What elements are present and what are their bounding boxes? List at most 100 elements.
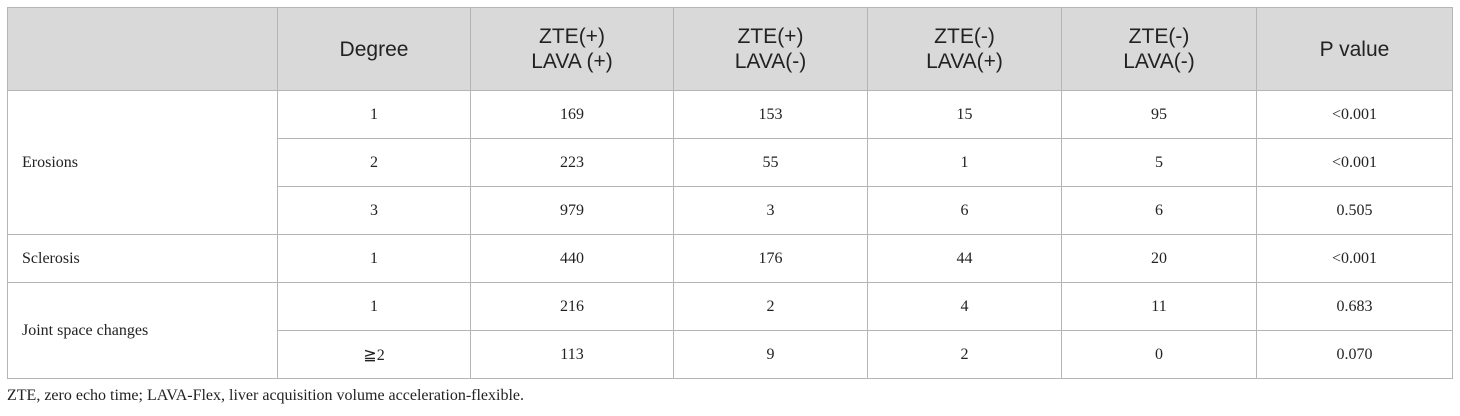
- table-cell: 9: [673, 330, 868, 379]
- header-text: LAVA(+): [926, 50, 1003, 73]
- cell-text: 0: [1155, 345, 1163, 363]
- cell-text: 2: [766, 297, 775, 315]
- table-cell: 4: [867, 282, 1062, 331]
- header-text: P value: [1319, 37, 1390, 61]
- table-cell: 216: [470, 282, 674, 331]
- table-cell: ≧2: [277, 330, 471, 379]
- cell-text: 1: [370, 249, 378, 267]
- cell-text: 153: [758, 105, 783, 123]
- cell-text: 0.505: [1336, 201, 1373, 219]
- cell-text: 216: [560, 297, 584, 315]
- cell-text: 15: [956, 105, 973, 123]
- cell-text: 113: [560, 345, 584, 363]
- table-cell: 1: [867, 138, 1062, 187]
- cell-text: 169: [560, 105, 584, 123]
- table-cell: 6: [1061, 186, 1257, 235]
- header-text: LAVA(-): [1123, 50, 1195, 73]
- header-cell: [7, 7, 278, 91]
- table-row: Erosions 1 169 153 15 95 <0.001: [7, 90, 1453, 235]
- cell-text: 3: [766, 201, 775, 219]
- cell-text: ≧2: [363, 346, 385, 364]
- cell-text: <0.001: [1331, 153, 1378, 171]
- table-cell: 0.683: [1256, 282, 1453, 331]
- cell-text: 223: [560, 153, 584, 171]
- cell-text: 44: [956, 249, 973, 267]
- header-cell: ZTE(-) LAVA(+): [867, 7, 1062, 91]
- table-cell: <0.001: [1256, 90, 1453, 139]
- table-cell: 223: [470, 138, 674, 187]
- table-cell: 5: [1061, 138, 1257, 187]
- table-cell: 2: [673, 282, 868, 331]
- header-cell: P value: [1256, 7, 1453, 91]
- table-body: Erosions 1 169 153 15 95 <0.001 2 223 55 1 5 <0.001 3…: [7, 90, 1453, 379]
- table-row: Sclerosis 1 440 176 44 20 <0.001: [7, 234, 1453, 283]
- cell-text: 95: [1151, 105, 1167, 123]
- table-cell: <0.001: [1256, 138, 1453, 187]
- group-label-text: Erosions: [22, 153, 78, 171]
- cell-text: 5: [1155, 153, 1163, 171]
- cell-text: 9: [766, 345, 775, 363]
- table-cell: 1: [277, 234, 471, 283]
- header-cell: ZTE(-) LAVA(-): [1061, 7, 1257, 91]
- cell-text: 979: [560, 201, 584, 219]
- header-text: ZTE(+): [737, 25, 804, 48]
- header-row: Degree ZTE(+) LAVA (+) ZTE(+) LAVA(-) ZTE(-) L…: [7, 7, 1453, 91]
- data-table: Degree ZTE(+) LAVA (+) ZTE(+) LAVA(-) ZTE(-) L…: [7, 7, 1453, 379]
- cell-text: 55: [762, 153, 779, 171]
- header-cell: ZTE(+) LAVA(-): [673, 7, 868, 91]
- header-text: ZTE(-): [1128, 25, 1190, 48]
- group-label: Erosions: [7, 90, 278, 235]
- group-label-text: Joint space changes: [22, 321, 149, 339]
- footnote: ZTE, zero echo time; LAVA-Flex, liver ac…: [7, 387, 525, 404]
- table-cell: 3: [673, 186, 868, 235]
- cell-text: <0.001: [1331, 249, 1378, 267]
- cell-text: 20: [1151, 249, 1167, 267]
- header-text: ZTE(-): [934, 25, 995, 48]
- table-cell: 55: [673, 138, 868, 187]
- group-label: Sclerosis: [7, 234, 278, 283]
- cell-text: 2: [960, 345, 969, 363]
- cell-text: 0.070: [1336, 345, 1373, 363]
- table-row: Joint space changes 1 216 2 4 11 0.683: [7, 282, 1453, 379]
- table-cell: 176: [673, 234, 868, 283]
- cell-text: 440: [560, 249, 584, 267]
- cell-text: 3: [370, 201, 378, 219]
- table-cell: 3: [277, 186, 471, 235]
- cell-text: 4: [960, 297, 969, 315]
- table-cell: 169: [470, 90, 674, 139]
- table-cell: 0.505: [1256, 186, 1453, 235]
- table-cell: 2: [277, 138, 471, 187]
- cell-text: <0.001: [1331, 105, 1378, 123]
- cell-text: 6: [1155, 201, 1163, 219]
- table-cell: 1: [277, 282, 471, 331]
- cell-text: 11: [1151, 297, 1167, 315]
- group-label-text: Sclerosis: [22, 249, 80, 267]
- cell-text: 176: [758, 249, 783, 267]
- cell-text: 1: [960, 153, 969, 171]
- cell-text: 1: [370, 105, 378, 123]
- table-cell: 1: [277, 90, 471, 139]
- table-cell: 440: [470, 234, 674, 283]
- table-cell: 113: [470, 330, 674, 379]
- table-cell: 153: [673, 90, 868, 139]
- table-cell: 11: [1061, 282, 1257, 331]
- table-row: 3 979 3 6 6 0.505: [8, 186, 1453, 235]
- table-cell: 979: [470, 186, 674, 235]
- table-cell: 2: [867, 330, 1062, 379]
- header-cell: ZTE(+) LAVA (+): [470, 7, 674, 91]
- header-text: Degree: [339, 37, 409, 61]
- table-cell: 20: [1061, 234, 1257, 283]
- table-row: 2 223 55 1 5 <0.001: [8, 138, 1453, 187]
- table-cell: 95: [1061, 90, 1257, 139]
- table-cell: 0.070: [1256, 330, 1453, 379]
- table-cell: 6: [867, 186, 1062, 235]
- header-cell: Degree: [277, 7, 471, 91]
- table-cell: 44: [867, 234, 1062, 283]
- header-text: ZTE(+): [539, 25, 605, 48]
- cell-text: 6: [960, 201, 969, 219]
- cell-text: 2: [370, 153, 378, 171]
- table-cell: 15: [867, 90, 1062, 139]
- header-text: LAVA(-): [734, 50, 807, 73]
- cell-text: 1: [370, 297, 378, 315]
